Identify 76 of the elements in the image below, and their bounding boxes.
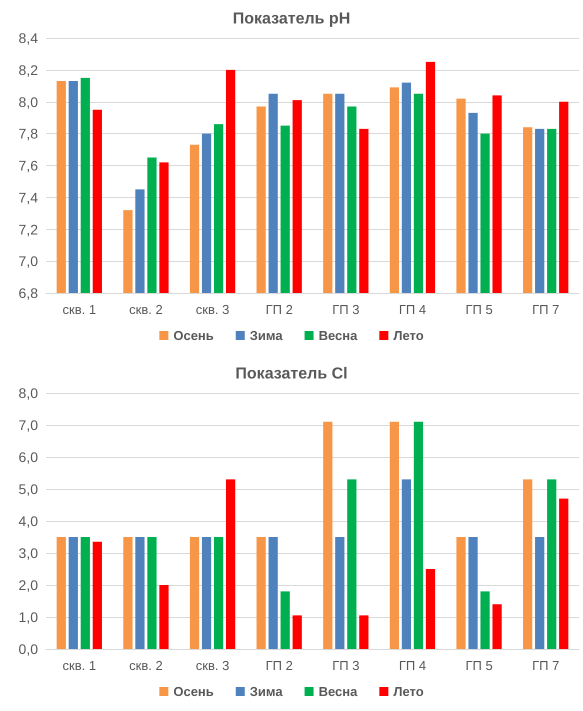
chart-title: Показатель pH [232, 10, 350, 28]
legend-label: Осень [173, 684, 214, 699]
bar [547, 479, 556, 649]
bar [226, 479, 236, 649]
bar [159, 585, 169, 649]
bar [280, 591, 290, 649]
y-tick-label: 6,8 [18, 285, 38, 301]
x-tick-label: скв. 2 [129, 658, 163, 673]
x-tick-label: ГП 3 [332, 302, 360, 317]
x-tick-label: ГП 2 [266, 658, 293, 673]
legend-label: Зима [250, 328, 284, 343]
y-tick-label: 1,0 [18, 609, 38, 625]
y-tick-label: 7,8 [18, 126, 38, 142]
bar [402, 479, 412, 649]
x-tick-label: ГП 2 [266, 302, 293, 317]
bar [480, 591, 490, 649]
bar [202, 537, 212, 649]
y-tick-label: 7,0 [18, 253, 38, 270]
y-tick-label: 7,4 [18, 189, 38, 206]
chart-title: Показатель Cl [235, 366, 348, 382]
bar [468, 537, 478, 649]
y-tick-label: 0,0 [18, 641, 38, 657]
bar [292, 615, 302, 649]
bar [535, 537, 544, 649]
y-tick-label: 8,0 [18, 94, 38, 110]
x-tick-label: скв. 3 [196, 658, 230, 673]
x-tick-label: ГП 3 [332, 658, 360, 673]
legend-label: Весна [318, 328, 358, 343]
legend-label: Весна [318, 684, 358, 699]
y-tick-label: 2,0 [18, 577, 38, 593]
x-tick-label: ГП 5 [465, 302, 493, 317]
x-tick-label: ГП 5 [465, 658, 493, 673]
legend-label: Осень [173, 328, 214, 343]
bar [56, 537, 66, 649]
y-tick-label: 8,0 [18, 385, 38, 401]
y-tick-label: 7,6 [18, 158, 38, 174]
bar [323, 422, 332, 649]
y-tick-label: 3,0 [18, 545, 38, 561]
x-tick-label: ГП 4 [398, 658, 426, 673]
bar [190, 537, 200, 649]
bar [123, 537, 133, 649]
legend-label: Лето [393, 328, 424, 343]
bar [256, 537, 266, 649]
bar [390, 422, 400, 649]
bar [456, 537, 466, 649]
bar [92, 542, 102, 649]
x-tick-label: скв. 1 [62, 658, 96, 673]
y-tick-label: 6,0 [18, 449, 38, 465]
y-tick-label: 7,0 [18, 417, 38, 433]
bar [335, 537, 344, 649]
bar [523, 479, 532, 649]
x-tick-label: ГП 7 [532, 302, 560, 317]
x-tick-label: скв. 1 [62, 302, 96, 317]
legend-label: Лето [393, 684, 424, 699]
y-tick-label: 7,2 [18, 221, 38, 238]
bar [426, 569, 436, 649]
bar [492, 604, 502, 649]
x-tick-label: ГП 7 [532, 658, 560, 673]
legend-label: Зима [250, 684, 284, 699]
y-tick-label: 8,2 [18, 62, 38, 78]
bar [214, 537, 224, 649]
x-tick-label: ГП 4 [398, 302, 426, 317]
bar [359, 615, 368, 649]
bar [268, 537, 278, 649]
bar [68, 537, 78, 649]
bar [147, 537, 157, 649]
bar [80, 537, 90, 649]
bar [414, 422, 424, 649]
x-tick-label: скв. 2 [129, 302, 163, 317]
y-tick-label: 8,4 [18, 30, 38, 46]
bar [135, 537, 145, 649]
bar [559, 498, 568, 649]
y-tick-label: 4,0 [18, 513, 38, 529]
y-tick-label: 5,0 [18, 481, 38, 497]
x-tick-label: скв. 3 [196, 302, 230, 317]
bar [347, 479, 356, 649]
